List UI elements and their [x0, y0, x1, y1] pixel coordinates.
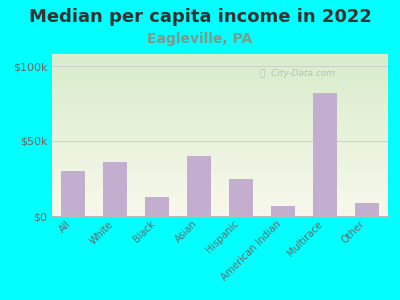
Bar	[272, 206, 294, 216]
Text: Eagleville, PA: Eagleville, PA	[147, 32, 253, 46]
Bar	[356, 202, 378, 216]
Bar	[62, 171, 84, 216]
Bar	[230, 178, 252, 216]
Bar	[314, 93, 336, 216]
Text: ⓘ  City-Data.com: ⓘ City-Data.com	[260, 69, 335, 78]
Bar	[104, 162, 126, 216]
Bar	[146, 196, 168, 216]
Text: Median per capita income in 2022: Median per capita income in 2022	[28, 8, 372, 26]
Bar	[188, 156, 210, 216]
